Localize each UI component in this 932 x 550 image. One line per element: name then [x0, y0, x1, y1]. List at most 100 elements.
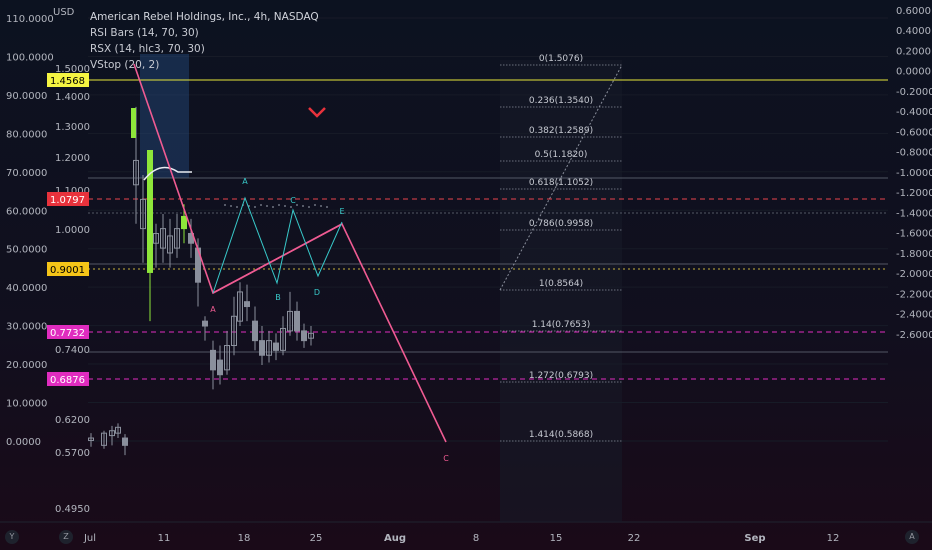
price-label-badge: [47, 192, 89, 206]
left-axis-tick-label: 10.0000: [6, 399, 47, 410]
inner-axis-tick-label: 1.4000: [55, 92, 90, 103]
right-axis-tick-label: -0.6000: [896, 127, 932, 138]
zoom-button[interactable]: Z: [59, 530, 73, 544]
candle-body: [224, 345, 230, 371]
candle-body: [231, 315, 237, 346]
left-axis-tick-label: 20.0000: [6, 360, 47, 371]
price-label-badge: [47, 372, 89, 386]
candle-body: [280, 327, 286, 351]
vstop-dot: [296, 204, 298, 206]
left-axis-tick-label: 30.0000: [6, 322, 47, 333]
vstop-dot: [290, 206, 292, 208]
left-axis-tick-label: 60.0000: [6, 206, 47, 217]
candle-body: [160, 228, 166, 249]
fib-label: 0.5(1.1820): [535, 150, 588, 160]
auto-scale-button[interactable]: A: [905, 530, 919, 544]
x-axis-tick-label: Sep: [744, 533, 765, 544]
price-label-text: 1.0797: [50, 195, 85, 206]
candle-body: [88, 437, 94, 441]
right-axis-tick-label: -2.2000: [896, 289, 932, 300]
candle-body: [181, 215, 187, 230]
vstop-dot: [278, 204, 280, 206]
inner-axis-tick-label: 0.6200: [55, 415, 90, 426]
vstop-dot: [314, 204, 316, 206]
left-axis-tick-label: 110.0000: [6, 14, 54, 25]
chart-legend: American Rebel Holdings, Inc., 4h, NASDA…: [90, 9, 319, 73]
right-axis-tick-label: -0.8000: [896, 148, 932, 159]
candle-body: [308, 332, 314, 339]
candle-body: [244, 301, 250, 308]
price-label-badge: [47, 73, 89, 87]
signal-chevron-icon: [308, 107, 326, 118]
candle-body: [210, 349, 216, 371]
price-label-badge: [47, 262, 89, 276]
main-wave-label-c: C: [443, 454, 449, 463]
pattern-label-b: B: [275, 293, 281, 302]
indicator-rsx[interactable]: RSX (14, hlc3, 70, 30): [90, 43, 205, 55]
rsi-green-bar: [131, 108, 136, 138]
vstop-dot: [254, 206, 256, 208]
candle-body: [140, 198, 146, 230]
x-axis-tick-label: 18: [238, 533, 251, 544]
candle-body: [101, 432, 107, 446]
candle-body: [153, 232, 159, 244]
vstop-dot: [320, 205, 322, 207]
candle-body: [217, 359, 223, 376]
vstop-dot: [230, 205, 232, 207]
inner-axis-tick-label: 1.2000: [55, 153, 90, 164]
vstop-dot: [326, 206, 328, 208]
main-wave-label-a: A: [210, 305, 216, 314]
right-axis-tick-label: 0.4000: [896, 26, 931, 37]
right-axis-tick-label: -1.2000: [896, 188, 932, 199]
fib-label: 0.236(1.3540): [529, 96, 593, 106]
right-axis-tick-label: 0.6000: [896, 6, 931, 17]
log-scale-button[interactable]: Y: [5, 530, 19, 544]
x-axis-tick-label: 25: [310, 533, 323, 544]
candle-body: [294, 310, 300, 332]
pattern-label-a: A: [242, 177, 248, 186]
right-axis-tick-label: -0.2000: [896, 87, 932, 98]
x-axis-tick-label: Aug: [384, 533, 406, 544]
price-label-badge: [47, 325, 89, 339]
right-axis-tick-label: -2.0000: [896, 269, 932, 280]
fib-label: 0.618(1.1052): [529, 178, 593, 188]
x-axis-tick-label: 12: [827, 533, 840, 544]
inner-axis-tick-label: 1.3000: [55, 122, 90, 133]
indicator-rsi-bars[interactable]: RSI Bars (14, 70, 30): [90, 27, 199, 39]
inner-axis-tick-label: 0.5700: [55, 448, 90, 459]
right-axis-tick-label: -2.4000: [896, 310, 932, 321]
right-axis-tick-label: -1.4000: [896, 208, 932, 219]
fib-label: 1.272(0.6793): [529, 371, 593, 381]
candle-body: [202, 320, 208, 327]
price-label-text: 0.9001: [50, 265, 85, 276]
candle-body: [174, 228, 180, 249]
vstop-dot: [284, 205, 286, 207]
vstop-dot: [272, 206, 274, 208]
vstop-dot: [266, 205, 268, 207]
chart-title: American Rebel Holdings, Inc., 4h, NASDA…: [90, 11, 319, 23]
inner-axis-tick-label: 0.4950: [55, 504, 90, 515]
x-axis-tick-label: 8: [473, 533, 479, 544]
candle-body: [133, 159, 139, 186]
left-axis-tick-label: 50.0000: [6, 245, 47, 256]
x-axis-tick-label: 11: [158, 533, 171, 544]
fib-label: 1.14(0.7653): [532, 320, 591, 330]
inner-axis-tick-label: 0.7400: [55, 345, 90, 356]
vstop-dot: [308, 206, 310, 208]
candle-body: [115, 426, 121, 434]
left-axis-tick-label: 90.0000: [6, 91, 47, 102]
vstop-dot: [224, 204, 226, 206]
indicator-vstop[interactable]: VStop (20, 2): [90, 59, 160, 71]
pattern-label-c: C: [290, 196, 296, 205]
vstop-dot: [302, 205, 304, 207]
pattern-wave-line: [212, 196, 343, 294]
x-axis-tick-label: Jul: [83, 533, 96, 544]
candle-body: [266, 340, 272, 356]
left-axis-tick-label: 40.0000: [6, 283, 47, 294]
left-axis-tick-label: 0.0000: [6, 437, 41, 448]
inner-axis-tick-label: 1.0000: [55, 225, 90, 236]
left-axis-tick-label: 80.0000: [6, 129, 47, 140]
right-axis-tick-label: -1.8000: [896, 249, 932, 260]
